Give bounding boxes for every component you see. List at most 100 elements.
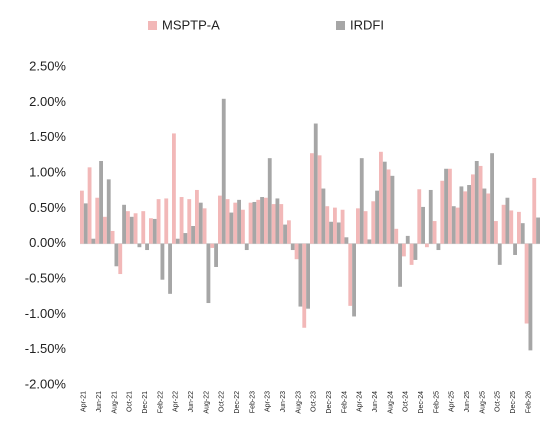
bar: [501, 204, 506, 244]
x-tick-label: Jun-23: [280, 391, 287, 413]
legend-label: MSPTP-A: [162, 17, 220, 32]
x-tick-label: Dec-22: [234, 391, 241, 414]
bar: [336, 222, 341, 244]
bar: [505, 197, 510, 244]
bar: [229, 212, 234, 244]
x-tick-label: Jun-25: [464, 391, 471, 413]
bar: [463, 191, 468, 244]
x-tick-label: Dec-24: [418, 391, 425, 414]
bar: [524, 243, 529, 324]
y-tick-label: 1.50%: [29, 129, 66, 144]
x-tick-label: Apr-25: [449, 391, 456, 412]
bar: [179, 197, 184, 244]
x-tick-label: Feb-22: [157, 391, 164, 413]
y-tick-label: 1.00%: [29, 164, 66, 179]
bar: [394, 228, 399, 244]
bar: [490, 153, 494, 244]
bar: [375, 190, 379, 244]
bar: [91, 238, 96, 244]
bar: [371, 201, 376, 244]
bar: [536, 217, 540, 244]
bar: [237, 199, 241, 244]
x-tick-label: Apr-22: [173, 391, 180, 412]
bar: [306, 243, 310, 309]
x-tick-label: Apr-24: [357, 391, 364, 412]
bar: [321, 188, 326, 244]
bar: [509, 210, 514, 244]
bar: [175, 238, 180, 244]
bar: [149, 218, 153, 244]
bar: [141, 211, 146, 244]
bar: [118, 243, 123, 275]
bar: [367, 239, 372, 244]
bar: [413, 243, 418, 260]
bar: [294, 243, 299, 260]
x-tick-label: Aug-21: [111, 391, 118, 414]
bar: [195, 189, 199, 244]
x-tick-label: Aug-22: [203, 391, 210, 414]
bar: [287, 220, 291, 244]
y-tick-label: 2.00%: [29, 94, 66, 109]
x-tick-label: Feb-24: [341, 391, 348, 413]
bar: [532, 177, 537, 244]
bar: [348, 243, 353, 306]
bar: [398, 243, 402, 287]
bar: [344, 237, 349, 244]
y-tick-label: -1.50%: [25, 341, 67, 356]
x-tick-label: Oct-21: [127, 391, 134, 412]
bar: [168, 243, 172, 294]
bar: [310, 153, 314, 244]
bar: [206, 243, 211, 304]
bar: [486, 193, 491, 244]
x-tick-label: Apr-21: [81, 391, 88, 412]
bar: [152, 218, 157, 244]
bar: [528, 243, 533, 351]
x-tick-label: Oct-22: [219, 391, 226, 412]
bar: [160, 243, 165, 280]
x-tick-label: Dec-25: [510, 391, 517, 414]
bar: [432, 221, 437, 244]
bar: [363, 211, 368, 244]
x-tick-label: Aug-25: [479, 391, 486, 414]
bar: [256, 199, 261, 244]
bar: [183, 233, 188, 244]
x-tick-label: Aug-24: [387, 391, 394, 414]
x-tick-label: Dec-23: [326, 391, 333, 414]
bar: [260, 197, 264, 244]
bar: [103, 216, 107, 244]
bar: [451, 206, 456, 244]
bar: [302, 243, 307, 328]
bar: [421, 206, 425, 244]
bar: [164, 198, 169, 244]
bar: [478, 165, 483, 244]
bar: [428, 189, 433, 244]
bar: [356, 208, 360, 244]
bar: [482, 188, 487, 244]
bar: [440, 180, 445, 244]
bar: [474, 160, 479, 244]
bar: [275, 198, 280, 244]
bar: [233, 202, 238, 244]
bar: [325, 206, 330, 244]
bar: [390, 175, 395, 244]
bar: [187, 199, 192, 244]
bar: [448, 168, 452, 244]
bar: [317, 155, 322, 244]
legend-label: IRDFI: [350, 17, 384, 32]
bar: [225, 199, 230, 244]
x-tick-label: Feb-25: [433, 391, 440, 413]
bar: [244, 243, 249, 251]
bar: [313, 123, 318, 244]
y-tick-label: -1.00%: [25, 306, 67, 321]
bar: [471, 174, 475, 244]
bar: [520, 223, 525, 244]
bar: [114, 243, 119, 267]
bar: [264, 197, 268, 244]
bar: [95, 197, 100, 244]
bar: [298, 243, 303, 307]
bar: [329, 221, 333, 244]
bar: [210, 243, 215, 248]
bar: [110, 230, 115, 244]
bar: [359, 158, 364, 244]
